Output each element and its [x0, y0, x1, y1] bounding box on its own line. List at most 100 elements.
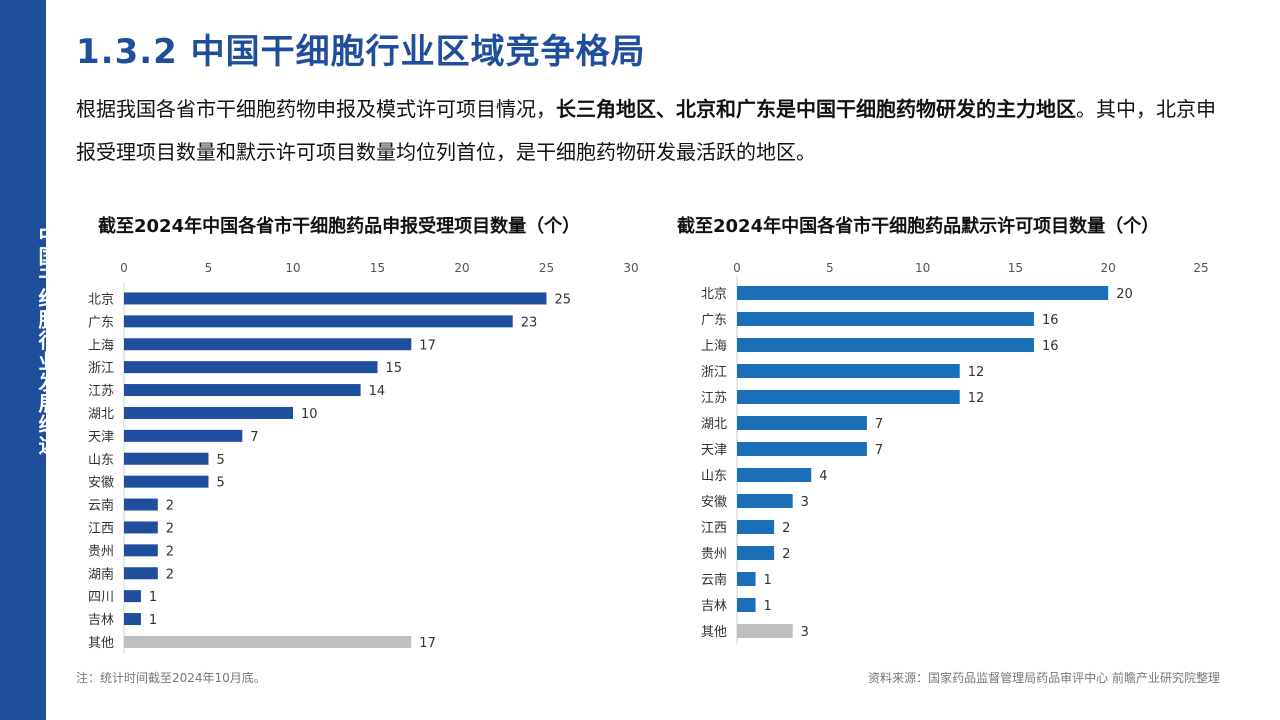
chart1-value-label: 10: [301, 407, 318, 422]
chart1-value-label: 5: [217, 453, 225, 468]
chart1-category-label: 上海: [88, 338, 114, 353]
chart2-bar: [737, 338, 1034, 352]
chart2-category-label: 山东: [701, 469, 727, 484]
chart2-category-label: 云南: [701, 572, 727, 588]
chart1-category-label: 北京: [88, 292, 114, 307]
chart1-category-label: 湖南: [88, 566, 114, 582]
chart1-value-label: 17: [419, 338, 436, 353]
chart1-category-label: 贵州: [88, 544, 114, 559]
chart2-title: 截至2024年中国各省市干细胞药品默示许可项目数量（个）: [677, 216, 1160, 237]
chart1-category-label: 安徽: [88, 476, 114, 491]
chart1-bar: [124, 498, 158, 511]
chart2-value-label: 1: [764, 599, 772, 614]
chart1-value-label: 2: [166, 521, 174, 536]
chart2-bar: [737, 598, 756, 612]
chart1-bar: [124, 315, 513, 328]
chart2-value-label: 7: [875, 443, 883, 458]
chart2-category-label: 其他: [701, 625, 727, 640]
chart1-value-label: 17: [419, 636, 436, 651]
chart2-category-label: 贵州: [701, 547, 727, 562]
chart2-bar: [737, 572, 756, 586]
chart2-bar: [737, 390, 960, 404]
page-title: 1.3.2 中国干细胞行业区域竞争格局: [76, 32, 646, 72]
chart1-tick-label: 10: [285, 261, 300, 275]
chart2-category-label: 江苏: [701, 390, 727, 406]
intro-text-bold: 长三角地区、北京和广东是中国干细胞药物研发的主力地区: [556, 97, 1076, 121]
chart2-category-label: 湖北: [701, 417, 727, 432]
chart1-category-label: 云南: [88, 498, 114, 514]
sidebar-label: 中国干细胞行业发展综述: [35, 225, 59, 456]
chart2-category-label: 吉林: [701, 599, 727, 614]
chart2-value-label: 12: [968, 391, 985, 406]
chart1-value-label: 2: [166, 499, 174, 514]
chart2-value-label: 16: [1042, 313, 1059, 328]
intro-paragraph: 根据我国各省市干细胞药物申报及模式许可项目情况，长三角地区、北京和广东是中国干细…: [76, 88, 1226, 174]
chart1-bar: [124, 338, 412, 351]
chart2-bar: [737, 624, 793, 638]
chart2-category-label: 天津: [701, 443, 727, 458]
chart1-tick-label: 5: [205, 261, 213, 275]
chart2-bar: [737, 416, 867, 430]
chart2-bar: [737, 468, 812, 482]
chart2-bar: [737, 364, 960, 378]
chart2-category-label: 广东: [701, 313, 727, 328]
chart1-bar: [124, 475, 209, 488]
chart2-tick-label: 10: [915, 261, 930, 275]
chart1-value-label: 1: [149, 613, 157, 628]
chart2-tick-label: 25: [1193, 261, 1208, 275]
chart2-bar: [737, 494, 793, 508]
chart1-category-label: 广东: [88, 315, 114, 330]
chart2-tick-label: 15: [1008, 261, 1023, 275]
chart2-bar: [737, 312, 1034, 326]
chart2-value-label: 12: [968, 365, 985, 380]
chart2-category-label: 北京: [701, 287, 727, 302]
chart1-value-label: 23: [521, 315, 538, 330]
chart2-value-label: 7: [875, 417, 883, 432]
chart1-category-label: 江西: [88, 521, 114, 536]
chart2-category-label: 上海: [701, 339, 727, 354]
chart2-value-label: 2: [782, 547, 790, 562]
chart1-value-label: 15: [386, 361, 403, 376]
chart2-value-label: 1: [764, 573, 772, 588]
chart1-value-label: 2: [166, 544, 174, 559]
intro-text-2: 。其中，北京申报受理项目数量和默示许可项目数量均位列首位，是干细胞药物研发最活跃…: [76, 97, 1216, 164]
chart1-bar: [124, 567, 158, 580]
chart1-category-label: 其他: [88, 636, 114, 651]
chart2-bar: [737, 546, 775, 560]
chart1-tick-label: 20: [454, 261, 469, 275]
chart2-value-label: 2: [782, 521, 790, 536]
chart1-bar: [124, 613, 141, 626]
chart1-bar: [124, 521, 158, 534]
chart2-category-label: 浙江: [701, 365, 727, 380]
chart2-value-label: 4: [819, 469, 827, 484]
chart1-tick-label: 15: [370, 261, 385, 275]
chart1-bar: [124, 452, 209, 465]
chart2-category-label: 安徽: [701, 495, 727, 510]
chart2-bar: [737, 520, 775, 534]
chart1-value-label: 1: [149, 590, 157, 605]
chart2-bar: [737, 442, 867, 456]
intro-text-1: 根据我国各省市干细胞药物申报及模式许可项目情况，: [76, 97, 556, 121]
chart2-tick-label: 0: [733, 261, 741, 275]
chart2-value-label: 3: [801, 625, 809, 640]
chart1-bar: [124, 590, 141, 603]
chart1-category-label: 山东: [88, 453, 114, 468]
chart2-category-label: 江西: [701, 521, 727, 536]
chart1-bar: [124, 292, 547, 305]
chart1-value-label: 14: [369, 384, 386, 399]
chart1-bar: [124, 635, 412, 648]
chart1-value-label: 25: [555, 292, 572, 307]
chart1-value-label: 5: [217, 476, 225, 491]
chart2-tick-label: 5: [826, 261, 834, 275]
chart1-title: 截至2024年中国各省市干细胞药品申报受理项目数量（个）: [98, 216, 581, 237]
chart1-bar: [124, 406, 293, 419]
chart1-category-label: 江苏: [88, 383, 114, 399]
chart1-tick-label: 25: [539, 261, 554, 275]
chart1-tick-label: 0: [120, 261, 128, 275]
chart1-category-label: 湖北: [88, 407, 114, 422]
chart1-value-label: 7: [250, 430, 258, 445]
footnote: 注：统计时间截至2024年10月底。: [76, 671, 266, 685]
chart1-category-label: 天津: [88, 430, 114, 445]
